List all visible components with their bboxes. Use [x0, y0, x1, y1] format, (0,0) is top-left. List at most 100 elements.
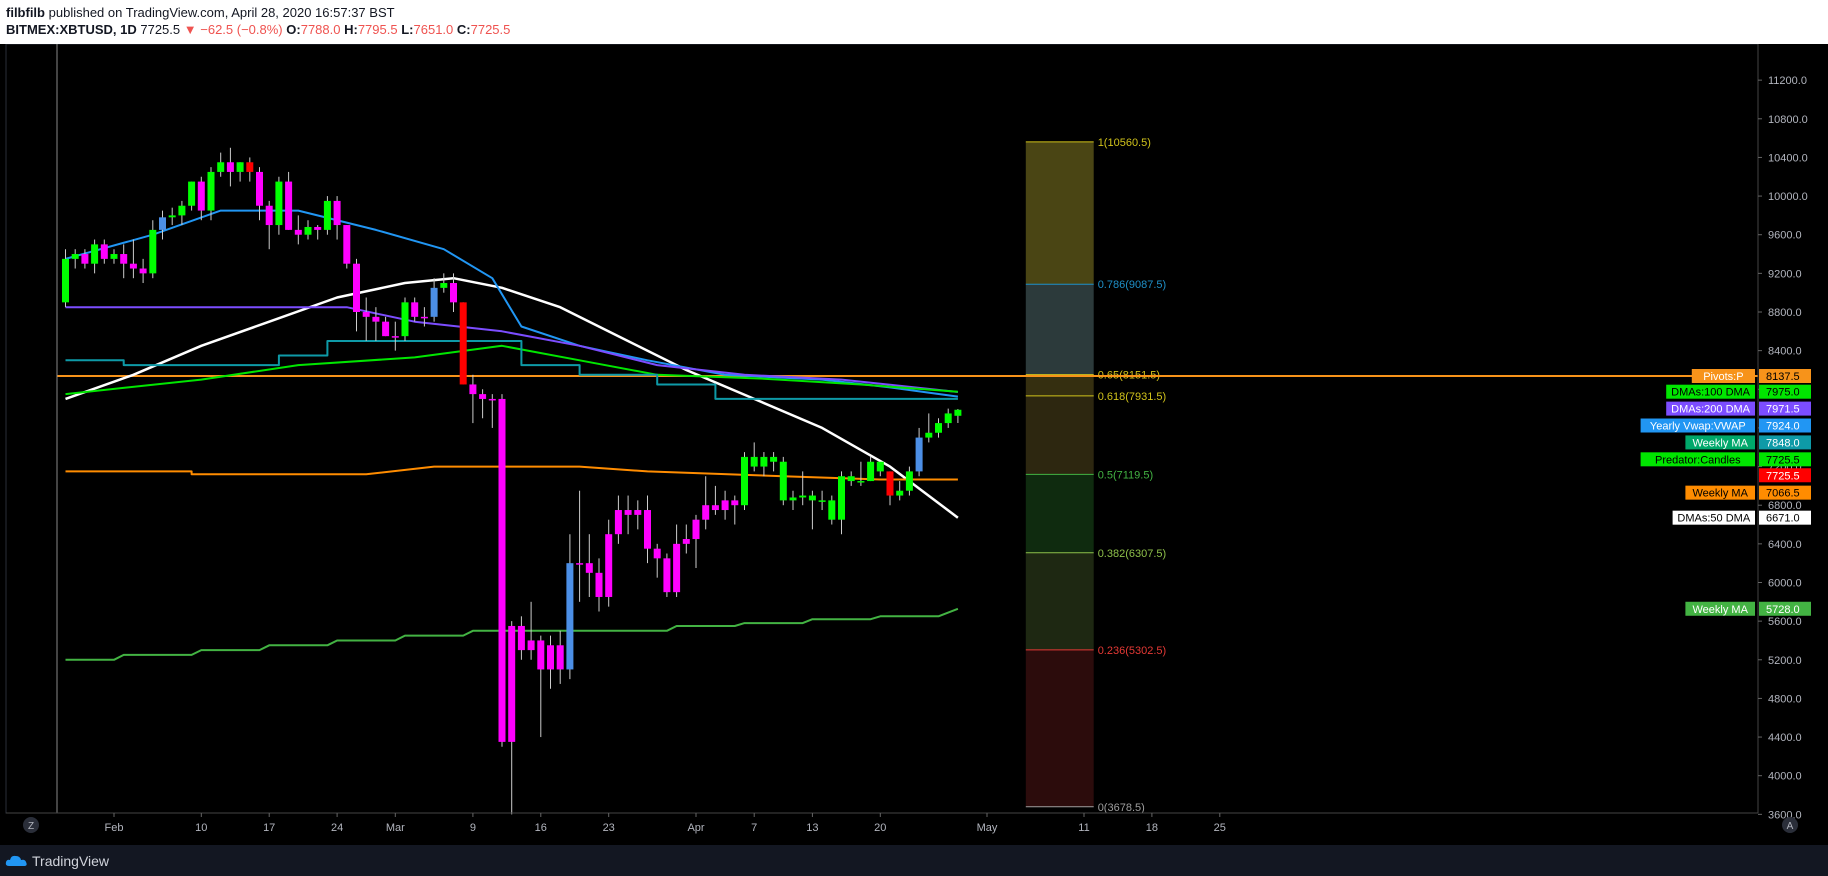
candle-body: [120, 254, 128, 264]
fib-zone: [1025, 649, 1094, 807]
ma-line: [65, 209, 959, 398]
candle-body: [576, 563, 584, 565]
fib-level-label: 0.5(7119.5): [1098, 469, 1153, 481]
candle-body: [498, 398, 506, 742]
y-tick-label: 10800.0: [1768, 114, 1808, 126]
price-value-label: 7848.0: [1766, 437, 1800, 449]
price-chart[interactable]: 1(10560.5)0.786(9087.5)0.65(8151.5)0.618…: [0, 44, 1828, 845]
candle-body: [275, 181, 283, 226]
candle-body: [605, 534, 613, 597]
fib-level-label: 0(3678.5): [1098, 802, 1145, 814]
price-value-box: [1759, 452, 1811, 467]
brand-name[interactable]: TradingView: [32, 853, 110, 869]
fib-level-label: 0.618(7931.5): [1098, 391, 1167, 403]
price-change: −62.5 (−0.8%): [200, 22, 283, 37]
x-tick-label: 11: [1078, 822, 1089, 834]
candle-body: [527, 640, 535, 651]
candle-body: [915, 437, 923, 472]
candle-body: [896, 490, 904, 496]
close-value: 7725.5: [470, 22, 511, 37]
candle-body: [246, 162, 254, 172]
indicator-name-label: Pivots:P: [1703, 371, 1743, 383]
x-tick-label: 18: [1146, 822, 1158, 834]
candle-body: [323, 200, 331, 230]
indicator-name-box: [1666, 401, 1755, 416]
candle-body: [838, 476, 845, 520]
zoom-button-label: Z: [28, 821, 34, 832]
candle-body: [760, 456, 768, 467]
x-tick-label: 10: [195, 822, 207, 834]
fib-zone: [1025, 141, 1094, 285]
low-label: L:: [401, 22, 414, 37]
candle-body: [168, 215, 176, 218]
indicator-name-box: [1640, 418, 1755, 433]
x-tick-label: Apr: [687, 822, 704, 834]
indicator-name-label: Weekly MA: [1692, 604, 1748, 616]
author-name[interactable]: filbfilb: [6, 5, 45, 20]
candle-body: [624, 510, 632, 515]
down-arrow-icon: ▼: [183, 22, 197, 37]
price-value-label: 7924.0: [1766, 421, 1800, 433]
ma-line: [65, 276, 959, 519]
indicator-name-label: Weekly MA: [1692, 437, 1748, 449]
candles: [62, 147, 962, 815]
candle-body: [682, 539, 690, 544]
candle-body: [382, 321, 390, 337]
candle-body: [149, 229, 157, 274]
price-value-box: [1759, 435, 1811, 450]
x-tick-label: 25: [1214, 822, 1226, 834]
candle-body: [440, 283, 448, 288]
candle-body: [217, 162, 225, 172]
candle-body: [905, 471, 913, 491]
price-value-label: 7066.5: [1766, 488, 1800, 500]
open-value: 7788.0: [300, 22, 341, 37]
indicator-name-box: [1666, 384, 1755, 399]
candle-body: [944, 413, 952, 424]
price-value-label: 7975.0: [1766, 387, 1800, 399]
x-tick-label: 7: [751, 822, 757, 834]
price-axis-labels: 8137.5 Pivots:P 7975.0 DMAs:100 DMA 7971.5 DM…: [1640, 369, 1811, 616]
candle-body: [353, 263, 360, 312]
x-tick-label: 16: [535, 822, 547, 834]
fib-level-label: 1(10560.5): [1098, 137, 1151, 149]
y-tick-label: 6800.0: [1768, 500, 1802, 512]
chart-frame: [5, 44, 1759, 814]
indicator-name-label: DMAs:100 DMA: [1671, 387, 1751, 399]
candle-body: [314, 226, 322, 230]
candle-body: [876, 461, 884, 472]
candle-body: [799, 495, 807, 498]
candle-body: [750, 456, 758, 467]
x-tick-label: 24: [331, 822, 343, 834]
candle-body: [450, 283, 457, 303]
fib-zone: [1025, 395, 1094, 475]
candle-body: [789, 497, 797, 501]
candle-body: [333, 200, 341, 226]
candle-body: [566, 563, 574, 670]
ma-line: [65, 340, 958, 400]
candle-body: [808, 495, 816, 501]
candle-body: [188, 181, 196, 206]
fib-retracement[interactable]: 1(10560.5)0.786(9087.5)0.65(8151.5)0.618…: [1025, 137, 1167, 814]
y-tick-label: 5600.0: [1768, 616, 1802, 628]
candle-body: [886, 471, 894, 496]
ma-line: [65, 607, 959, 661]
tradingview-cloud-icon[interactable]: [5, 854, 29, 868]
indicator-name-box: [1685, 435, 1755, 450]
candle-body: [459, 302, 467, 385]
candle-body: [547, 645, 554, 670]
candle-body: [256, 171, 263, 206]
price-value-label: 7725.5: [1766, 470, 1800, 482]
high-label: H:: [344, 22, 358, 37]
x-tick-label: Mar: [386, 822, 405, 834]
time-axis[interactable]: Feb 10 17 24 Mar 9 16 23 Apr 7 13 20 May 11 18 25: [105, 813, 1226, 834]
candle-body: [644, 510, 651, 549]
candle-body: [71, 254, 79, 259]
candle-body: [847, 476, 855, 482]
fib-level-label: 0.382(6307.5): [1098, 548, 1167, 560]
symbol-label: BITMEX:XBTUSD, 1D: [6, 22, 137, 37]
price-value-label: 7725.5: [1766, 454, 1800, 466]
y-tick-label: 4400.0: [1768, 732, 1802, 744]
candle-body: [226, 162, 234, 172]
candle-body: [479, 394, 487, 399]
